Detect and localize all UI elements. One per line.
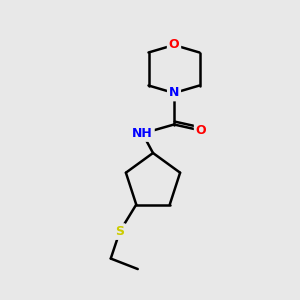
Text: O: O [196, 124, 206, 137]
Text: O: O [169, 38, 179, 52]
Text: N: N [169, 86, 179, 100]
Text: NH: NH [132, 127, 153, 140]
Text: S: S [115, 225, 124, 238]
